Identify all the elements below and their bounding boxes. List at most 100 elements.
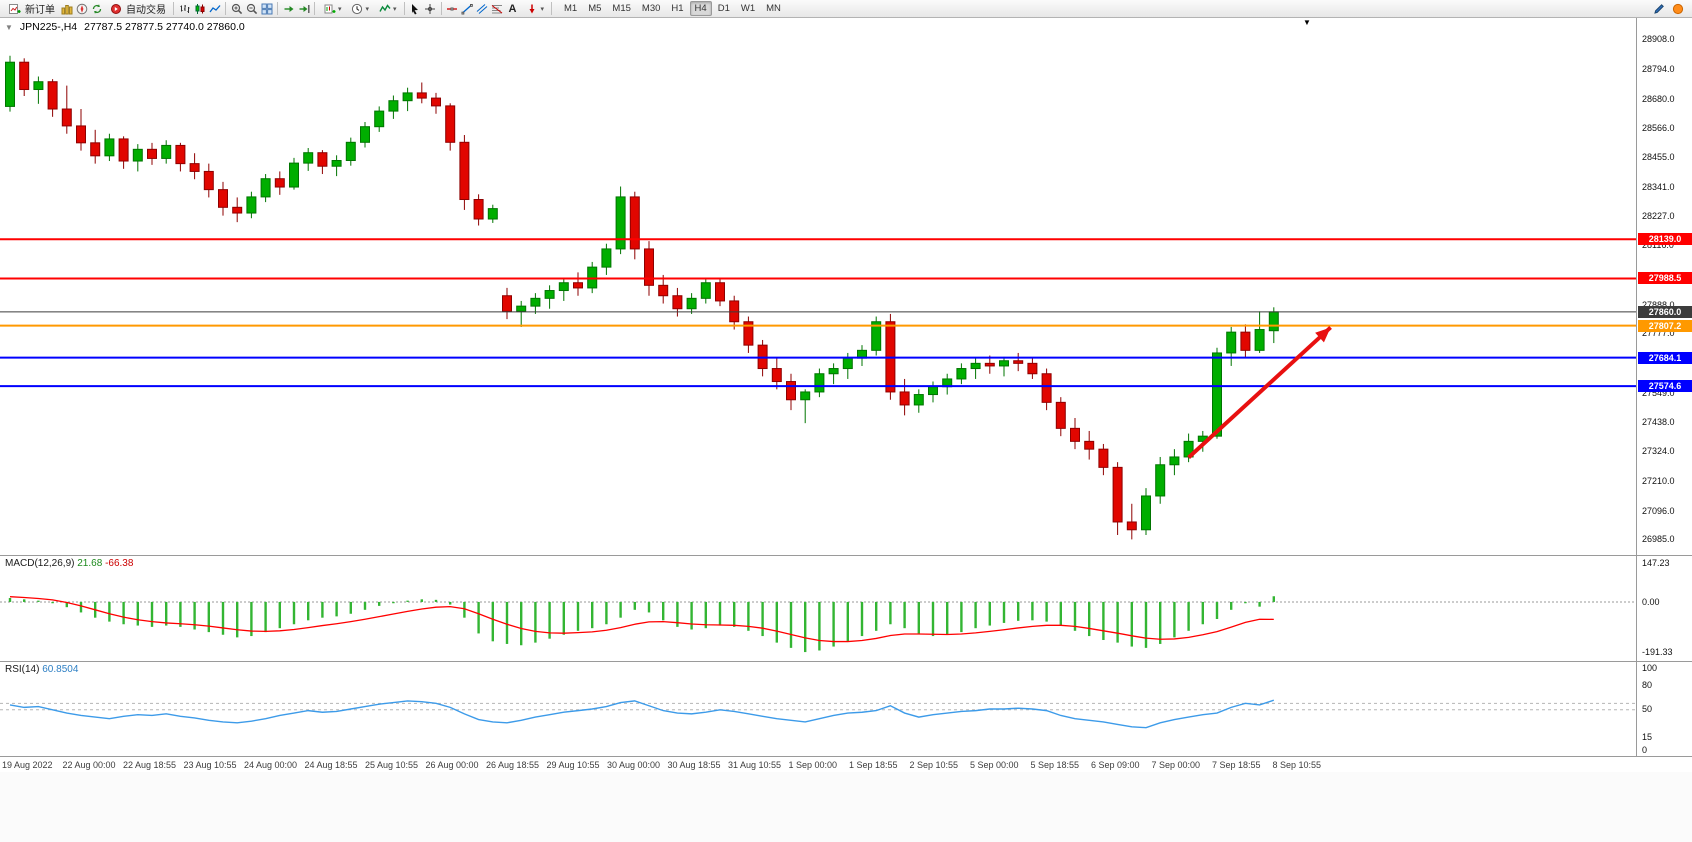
new-chart-button[interactable]: ▾: [318, 1, 346, 17]
time-label: 26 Aug 18:55: [486, 760, 540, 770]
rsi-axis[interactable]: 100 80 50 15 0: [1636, 662, 1692, 756]
rsi-tick: 50: [1642, 704, 1653, 714]
caret-down-icon: ▾: [338, 5, 342, 13]
time-label: 5 Sep 18:55: [1030, 760, 1080, 770]
trendline-tool-icon[interactable]: [460, 1, 475, 17]
arrows-tool-button[interactable]: ▾: [521, 1, 549, 17]
new-order-label: 新订单: [25, 5, 55, 16]
channel-tool-icon[interactable]: [475, 1, 490, 17]
price-tick: 28794.0: [1642, 63, 1675, 74]
time-label: 5 Sep 00:00: [970, 760, 1019, 770]
rsi-label: RSI(14) 60.8504: [5, 664, 79, 675]
toolbar: 新订单 自动交易 ▾ ▾ ▾: [0, 0, 1692, 18]
price-tick: 28455.0: [1642, 152, 1675, 163]
price-tick: 28227.0: [1642, 211, 1675, 222]
tile-windows-icon[interactable]: [259, 1, 274, 17]
timeframe-mn-button[interactable]: MN: [766, 3, 781, 14]
line-chart-icon[interactable]: [207, 1, 222, 17]
macd-axis[interactable]: 147.23 0.00 -191.33: [1636, 556, 1692, 661]
time-label: 30 Aug 18:55: [667, 760, 721, 770]
macd-main-value: 21.68: [77, 558, 103, 569]
cursor-icon[interactable]: [408, 1, 423, 17]
macd-canvas[interactable]: [0, 556, 1636, 661]
toolbar-separator: [551, 2, 553, 15]
time-label: 30 Aug 00:00: [607, 760, 661, 770]
time-label: 24 Aug 18:55: [304, 760, 358, 770]
timeframe-m30-button[interactable]: M30: [641, 3, 661, 14]
market-watch-icon[interactable]: [59, 1, 74, 17]
price-tag: 27807.2: [1638, 319, 1692, 332]
chart-symbol-period: JPN225-,H4: [19, 21, 78, 33]
price-tag: 27574.6: [1638, 380, 1692, 393]
price-tick: 27324.0: [1642, 446, 1675, 457]
brush-icon[interactable]: [1651, 1, 1666, 17]
price-tick: 26985.0: [1642, 534, 1675, 545]
notification-dot-icon[interactable]: [1670, 1, 1685, 17]
price-tag: 27988.5: [1638, 272, 1692, 285]
refresh-icon[interactable]: [89, 1, 104, 17]
time-label: 31 Aug 10:55: [728, 760, 782, 770]
price-tag: 27684.1: [1638, 351, 1692, 364]
time-label: 1 Sep 18:55: [849, 760, 898, 770]
auto-trading-icon: [108, 1, 123, 17]
timeframe-h4-button[interactable]: H4: [689, 1, 712, 16]
one-click-trading-collapse-icon[interactable]: ▼: [5, 22, 13, 32]
macd-tick: 147.23: [1642, 558, 1670, 569]
time-label: 8 Sep 10:55: [1272, 760, 1322, 770]
panel-divider[interactable]: [0, 555, 1692, 556]
main-chart-canvas[interactable]: [0, 18, 1636, 555]
price-tick: 27549.0: [1642, 387, 1675, 398]
clock-icon: [350, 1, 365, 17]
rsi-canvas[interactable]: [0, 662, 1636, 756]
price-tick: 27210.0: [1642, 475, 1675, 486]
time-axis[interactable]: 19 Aug 2022 22 Aug 00:00 22 Aug 18:55 23 Au…: [0, 756, 1692, 772]
price-axis[interactable]: 28908.0 28794.0 28680.0 28566.0 28455.0 28341…: [1636, 18, 1692, 555]
auto-scroll-icon[interactable]: [281, 1, 296, 17]
price-tick: 28680.0: [1642, 93, 1675, 104]
chart-title-overlay: ▼ JPN225-,H4 27787.5 27877.5 27740.0 278…: [5, 21, 245, 33]
price-tag: 27860.0: [1638, 305, 1692, 318]
price-tag: 28139.0: [1638, 233, 1692, 246]
bar-chart-icon[interactable]: [177, 1, 192, 17]
zoom-out-icon[interactable]: [244, 1, 259, 17]
time-label: 22 Aug 18:55: [123, 760, 177, 770]
horizontal-line-tool-icon[interactable]: [445, 1, 460, 17]
candlestick-chart-icon[interactable]: [192, 1, 207, 17]
toolbar-separator: [277, 2, 278, 15]
bottom-empty-area: [0, 772, 1692, 842]
toolbar-separator: [403, 2, 405, 15]
arrow-marker-icon: [525, 1, 540, 17]
rsi-tick: 100: [1642, 663, 1658, 674]
time-label: 29 Aug 10:55: [546, 760, 600, 770]
crosshair-icon[interactable]: [423, 1, 438, 17]
timeframe-m5-button[interactable]: M5: [588, 3, 602, 14]
auto-trading-button[interactable]: 自动交易: [104, 1, 170, 17]
new-order-icon: [7, 1, 22, 17]
zoom-in-icon[interactable]: [229, 1, 244, 17]
macd-tick: 0.00: [1642, 596, 1660, 607]
timeframe-m1-button[interactable]: M1: [564, 3, 578, 14]
period-button[interactable]: ▾: [346, 1, 374, 17]
chart-shift-icon[interactable]: [296, 1, 311, 17]
timeframe-m15-button[interactable]: M15: [612, 3, 631, 14]
navigator-icon[interactable]: [74, 1, 89, 17]
time-label: 23 Aug 10:55: [183, 760, 237, 770]
price-tick: 28908.0: [1642, 34, 1675, 45]
timeframe-d1-button[interactable]: D1: [717, 3, 730, 14]
chart-shift-marker-icon[interactable]: ▼: [1303, 18, 1311, 27]
auto-trading-label: 自动交易: [126, 5, 166, 16]
rsi-tick: 0: [1642, 744, 1648, 755]
time-label: 2 Sep 10:55: [909, 760, 959, 770]
timeframe-w1-button[interactable]: W1: [740, 3, 756, 14]
text-tool-label: A: [508, 2, 517, 15]
new-order-button[interactable]: 新订单: [3, 1, 59, 17]
rsi-tick: 80: [1642, 679, 1653, 690]
timeframe-h1-button[interactable]: H1: [671, 3, 684, 14]
price-tick: 27888.0: [1642, 299, 1675, 310]
panel-divider[interactable]: [0, 661, 1692, 662]
fibonacci-tool-icon[interactable]: [490, 1, 505, 17]
caret-down-icon: ▾: [365, 5, 370, 13]
indicators-button[interactable]: ▾: [373, 1, 401, 17]
time-label: 7 Sep 18:55: [1212, 760, 1261, 770]
text-tool-button[interactable]: A: [505, 1, 521, 17]
